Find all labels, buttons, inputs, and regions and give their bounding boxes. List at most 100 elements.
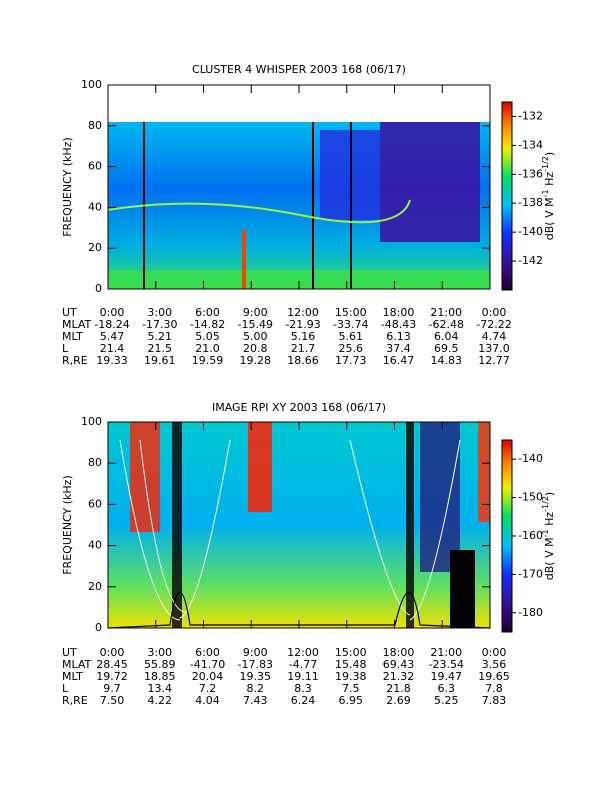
- y-axis-label: FREQUENCY (kHz): [61, 475, 74, 575]
- ephemeris-value: 5.47: [100, 330, 125, 343]
- ephemeris-value: 0:00: [482, 646, 507, 659]
- ephemeris-row-label: UT: [62, 646, 77, 659]
- y-tick-label: 0: [95, 282, 102, 295]
- ephemeris-value: 5.16: [291, 330, 316, 343]
- ephemeris-value: 7.83: [482, 694, 507, 707]
- colorbar-tick-label: -136: [518, 167, 543, 180]
- ephemeris-value: 5.21: [148, 330, 173, 343]
- ephemeris-row-label: UT: [62, 306, 77, 319]
- ephemeris-value: 19.47: [431, 670, 463, 683]
- ephemeris-value: 21.4: [100, 342, 125, 355]
- ephemeris-value: 6.24: [291, 694, 316, 707]
- y-tick-label: 80: [88, 119, 102, 132]
- ephemeris-value: 8.3: [294, 682, 312, 695]
- ephemeris-value: 7.2: [199, 682, 217, 695]
- colorbar-label-part: ): [543, 492, 556, 496]
- ephemeris-value: 9:00: [243, 646, 268, 659]
- ephemeris-value: 6.04: [434, 330, 459, 343]
- ephemeris-value: -62.48: [429, 318, 464, 331]
- colorbar-tick-label: -180: [518, 606, 543, 619]
- ephemeris-value: 0:00: [100, 306, 125, 319]
- ephemeris-value: 3.56: [482, 658, 507, 671]
- colorbar-tick-label: -170: [518, 567, 543, 580]
- ephemeris-row-label: MLAT: [62, 658, 92, 671]
- ephemeris-value: 4.04: [195, 694, 220, 707]
- colorbar: [501, 439, 513, 633]
- ephemeris-value: 21.8: [386, 682, 411, 695]
- panel-title: CLUSTER 4 WHISPER 2003 168 (06/17): [192, 63, 406, 76]
- ephemeris-value: 6.13: [386, 330, 411, 343]
- ephemeris-value: 21.7: [291, 342, 316, 355]
- panel-title: IMAGE RPI XY 2003 168 (06/17): [212, 401, 386, 414]
- ephemeris-value: 16.47: [383, 354, 415, 367]
- ephemeris-value: 5.00: [243, 330, 268, 343]
- y-tick-label: 40: [88, 539, 102, 552]
- ephemeris-value: 69.43: [383, 658, 415, 671]
- ephemeris-value: 25.6: [339, 342, 364, 355]
- ephemeris-value: 19.35: [240, 670, 272, 683]
- ephemeris-value: -17.83: [238, 658, 273, 671]
- ephemeris-value: 5.61: [339, 330, 364, 343]
- y-tick-label: 60: [88, 160, 102, 173]
- ephemeris-value: 21:00: [430, 646, 462, 659]
- ephemeris-value: 6:00: [195, 646, 220, 659]
- y-tick-label: 60: [88, 497, 102, 510]
- ephemeris-value: 15.48: [335, 658, 367, 671]
- ephemeris-value: -23.54: [429, 658, 464, 671]
- y-tick-label: 20: [88, 580, 102, 593]
- ephemeris-value: 3:00: [147, 646, 172, 659]
- ephemeris-value: 4.74: [482, 330, 507, 343]
- ephemeris-value: 137.0: [478, 342, 510, 355]
- y-tick-label: 100: [81, 415, 102, 428]
- ephemeris-value: -41.70: [190, 658, 225, 671]
- colorbar: [501, 101, 513, 291]
- ephemeris-value: 18.85: [144, 670, 176, 683]
- ephemeris-value: 7.5: [342, 682, 360, 695]
- ephemeris-value: 19.38: [335, 670, 367, 683]
- ephemeris-value: 5.25: [434, 694, 459, 707]
- colorbar-label-part: -1/2: [541, 156, 550, 172]
- ephemeris-value: 20.8: [243, 342, 268, 355]
- colorbar-label-part: Hz: [543, 172, 556, 190]
- ephemeris-value: 3:00: [147, 306, 172, 319]
- ephemeris-value: 19.72: [96, 670, 128, 683]
- ephemeris-value: 6.3: [438, 682, 456, 695]
- ephemeris-value: 21.0: [195, 342, 220, 355]
- ephemeris-value: 18:00: [383, 306, 415, 319]
- ephemeris-row-label: L: [62, 682, 69, 695]
- ephemeris-value: 7.43: [243, 694, 268, 707]
- ephemeris-value: 0:00: [100, 646, 125, 659]
- colorbar-tick-label: -138: [518, 196, 543, 209]
- ephemeris-value: 28.45: [96, 658, 128, 671]
- y-tick-label: 0: [95, 621, 102, 634]
- ephemeris-value: -18.24: [94, 318, 129, 331]
- colorbar-label: dB( V M-1 Hz-1/2): [541, 492, 556, 580]
- ephemeris-value: 7.50: [100, 694, 125, 707]
- ephemeris-row-label: R,RE: [62, 694, 88, 707]
- y-tick-label: 20: [88, 241, 102, 254]
- ephemeris-value: 6.95: [339, 694, 364, 707]
- ephemeris-value: 37.4: [386, 342, 411, 355]
- ephemeris-value: 19.61: [144, 354, 176, 367]
- colorbar-label-part: ): [543, 152, 556, 156]
- ephemeris-value: 12:00: [287, 306, 319, 319]
- colorbar-label-part: -1/2: [541, 496, 550, 512]
- ephemeris-value: 15:00: [335, 306, 367, 319]
- colorbar-tick-label: -160: [518, 529, 543, 542]
- ephemeris-value: 5.05: [195, 330, 220, 343]
- y-tick-label: 100: [81, 78, 102, 91]
- ephemeris-value: 2.69: [386, 694, 411, 707]
- colorbar-tick-label: -140: [518, 225, 543, 238]
- colorbar-tick-label: -150: [518, 491, 543, 504]
- colorbar-label-part: dB( V M: [543, 537, 556, 580]
- ephemeris-value: 19.11: [287, 670, 319, 683]
- ephemeris-value: 19.65: [478, 670, 510, 683]
- ephemeris-value: 7.8: [485, 682, 503, 695]
- ephemeris-value: 13.4: [148, 682, 173, 695]
- y-tick-label: 40: [88, 200, 102, 213]
- ephemeris-value: 17.73: [335, 354, 367, 367]
- ephemeris-value: 18:00: [383, 646, 415, 659]
- ephemeris-value: -17.30: [142, 318, 177, 331]
- colorbar-tick-label: -132: [518, 109, 543, 122]
- ephemeris-value: 55.89: [144, 658, 176, 671]
